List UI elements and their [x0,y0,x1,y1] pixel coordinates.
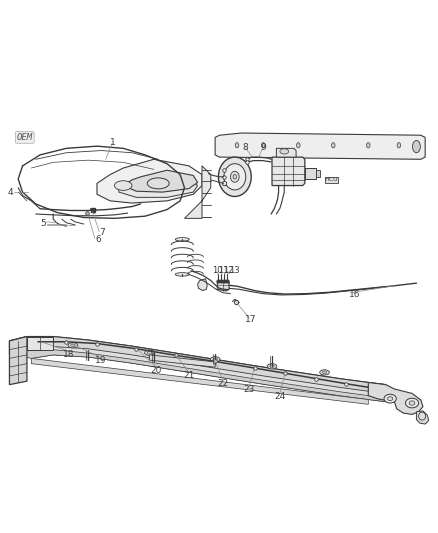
Polygon shape [324,177,337,183]
Ellipse shape [114,181,132,190]
Ellipse shape [147,178,169,189]
Text: 9: 9 [260,142,265,151]
Ellipse shape [296,143,299,148]
Polygon shape [123,170,197,192]
Ellipse shape [223,164,245,190]
Ellipse shape [267,364,276,369]
Ellipse shape [261,143,265,148]
Polygon shape [31,346,385,402]
Polygon shape [304,168,315,179]
Ellipse shape [405,398,418,408]
Ellipse shape [396,143,400,148]
Polygon shape [31,358,367,405]
Polygon shape [10,336,385,393]
Polygon shape [10,336,27,385]
Polygon shape [367,383,422,415]
Polygon shape [184,166,210,219]
Ellipse shape [321,371,326,374]
Ellipse shape [412,141,420,153]
Polygon shape [416,411,427,424]
Polygon shape [27,336,53,350]
Ellipse shape [331,143,334,148]
Text: HCU: HCU [324,177,337,182]
Ellipse shape [145,350,154,356]
Text: OEM: OEM [17,133,33,142]
Text: 17: 17 [245,314,256,324]
Text: 7: 7 [99,228,105,237]
Polygon shape [217,280,229,291]
Ellipse shape [269,365,274,368]
Ellipse shape [147,351,151,354]
Text: 11: 11 [217,266,228,275]
Polygon shape [10,350,385,402]
Text: 5: 5 [41,219,46,228]
Polygon shape [215,133,424,159]
Polygon shape [97,159,201,203]
Text: 12: 12 [223,266,233,275]
Ellipse shape [230,171,239,182]
Ellipse shape [210,357,219,362]
Text: 18: 18 [63,350,74,359]
Text: 19: 19 [95,356,106,365]
Polygon shape [149,355,215,367]
Ellipse shape [383,394,396,403]
Text: 16: 16 [348,289,359,298]
Ellipse shape [235,143,238,148]
Ellipse shape [319,370,328,375]
Text: 6: 6 [95,235,100,244]
Ellipse shape [418,412,425,420]
Text: 22: 22 [217,379,228,388]
Polygon shape [119,175,197,197]
Text: 10: 10 [212,266,222,275]
Ellipse shape [71,344,75,346]
Ellipse shape [218,157,251,197]
Ellipse shape [408,401,414,405]
Ellipse shape [387,397,392,401]
Polygon shape [272,157,304,185]
Polygon shape [10,336,385,398]
Text: 4: 4 [7,188,13,197]
Ellipse shape [175,238,189,241]
Ellipse shape [212,358,217,361]
Text: 1: 1 [110,138,116,147]
Text: 23: 23 [243,385,254,394]
Polygon shape [276,148,295,157]
Text: 24: 24 [274,392,285,401]
Polygon shape [315,170,319,177]
Polygon shape [197,279,207,290]
Ellipse shape [175,272,189,276]
Ellipse shape [233,175,236,179]
Text: 21: 21 [183,371,194,380]
Text: 20: 20 [151,366,162,375]
Text: 8: 8 [241,142,247,151]
Ellipse shape [279,149,288,154]
Ellipse shape [366,143,369,148]
Ellipse shape [68,343,78,348]
Text: 13: 13 [229,266,239,275]
